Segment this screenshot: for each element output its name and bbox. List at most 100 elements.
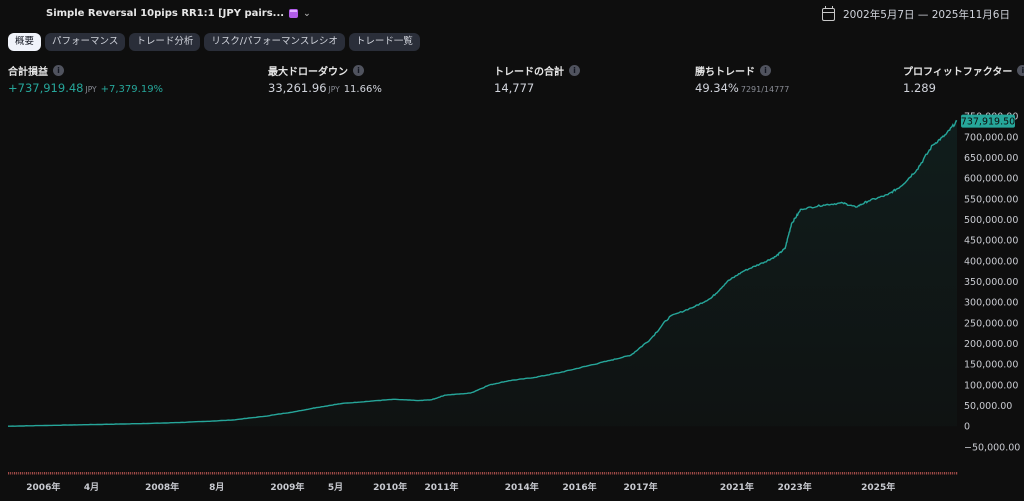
drawdown-bar — [54, 472, 56, 475]
drawdown-bar — [108, 472, 110, 475]
info-icon[interactable]: i — [353, 65, 364, 76]
drawdown-bar — [818, 472, 820, 475]
drawdown-bar — [324, 472, 326, 475]
drawdown-bar — [20, 472, 22, 475]
drawdown-bar — [462, 472, 464, 475]
drawdown-bar — [60, 472, 62, 475]
drawdown-bar — [842, 472, 844, 475]
drawdown-bar — [834, 472, 836, 475]
drawdown-bar — [26, 472, 28, 475]
drawdown-bar — [520, 472, 522, 475]
drawdown-bar — [816, 472, 818, 475]
drawdown-bar — [212, 472, 214, 475]
drawdown-bar — [804, 472, 806, 475]
tab-trade-analysis[interactable]: トレード分析 — [129, 33, 201, 51]
drawdown-bar — [522, 472, 524, 475]
drawdown-bar — [754, 472, 756, 475]
x-tick-label: 2014年 — [505, 481, 539, 493]
info-icon[interactable]: i — [53, 65, 64, 76]
drawdown-bar — [478, 472, 480, 475]
drawdown-bar — [800, 472, 802, 475]
drawdown-bar — [704, 472, 706, 475]
drawdown-bar — [584, 472, 586, 475]
y-tick-label: 200,000.00 — [964, 339, 1018, 350]
drawdown-bar — [226, 472, 228, 475]
drawdown-bar — [678, 472, 680, 475]
drawdown-bar — [122, 472, 124, 475]
drawdown-bar — [252, 472, 254, 475]
drawdown-bar — [76, 472, 78, 475]
drawdown-bar — [32, 472, 34, 475]
drawdown-bar — [466, 472, 468, 475]
drawdown-bar — [786, 472, 788, 475]
drawdown-bar — [710, 472, 712, 475]
equity-chart[interactable]: 750,000.00700,000.00650,000.00600,000.00… — [0, 104, 1024, 501]
drawdown-bar — [882, 472, 884, 475]
drawdown-bar — [338, 472, 340, 475]
date-range-selector[interactable]: 2002年5月7日 — 2025年11月6日 — [821, 6, 1010, 22]
drawdown-bar — [864, 472, 866, 475]
drawdown-bar — [456, 472, 458, 475]
drawdown-bar — [544, 472, 546, 475]
drawdown-bar — [414, 472, 416, 475]
drawdown-bar — [190, 472, 192, 475]
drawdown-bar — [446, 472, 448, 475]
drawdown-bar — [334, 472, 336, 475]
drawdown-bar — [222, 472, 224, 475]
drawdown-bar — [554, 472, 556, 475]
drawdown-bar — [454, 472, 456, 475]
drawdown-bar — [950, 472, 952, 475]
tab-performance[interactable]: パフォーマンス — [45, 33, 126, 51]
drawdown-bar — [624, 472, 626, 475]
drawdown-bar — [928, 472, 930, 475]
drawdown-bar — [204, 472, 206, 475]
drawdown-bar — [732, 472, 734, 475]
drawdown-bar — [934, 472, 936, 475]
drawdown-bar — [750, 472, 752, 475]
drawdown-bar — [426, 472, 428, 475]
drawdown-bar — [512, 472, 514, 475]
drawdown-bar — [646, 472, 648, 475]
drawdown-bar — [468, 472, 470, 475]
max-drawdown-percent: 11.66% — [343, 84, 382, 95]
drawdown-bar — [352, 472, 354, 475]
drawdown-bar — [542, 472, 544, 475]
info-icon[interactable]: i — [569, 65, 580, 76]
drawdown-bar — [634, 472, 636, 475]
drawdown-bar — [898, 472, 900, 475]
drawdown-bar — [36, 472, 38, 475]
drawdown-bar — [680, 472, 682, 475]
metric-max-drawdown: 最大ドローダウン i 33,261.96 JPY 11.66% — [268, 63, 382, 95]
drawdown-bar — [538, 472, 540, 475]
y-tick-label: 350,000.00 — [964, 277, 1018, 288]
drawdown-bar — [286, 472, 288, 475]
drawdown-bar — [398, 472, 400, 475]
drawdown-bar — [906, 472, 908, 475]
x-tick-label: 2016年 — [563, 481, 597, 493]
drawdown-bar — [774, 472, 776, 475]
drawdown-bar — [862, 472, 864, 475]
drawdown-bar — [602, 472, 604, 475]
drawdown-bar — [610, 472, 612, 475]
drawdown-bar — [258, 472, 260, 475]
drawdown-bar — [100, 472, 102, 475]
drawdown-bar — [34, 472, 36, 475]
tab-overview[interactable]: 概要 — [8, 33, 42, 51]
drawdown-bar — [884, 472, 886, 475]
drawdown-bar — [914, 472, 916, 475]
drawdown-bar — [176, 472, 178, 475]
drawdown-bar — [52, 472, 54, 475]
tab-risk-ratios[interactable]: リスク/パフォーマンスレシオ — [204, 33, 345, 51]
drawdown-bar — [174, 472, 176, 475]
drawdown-bar — [658, 472, 660, 475]
drawdown-bar — [388, 472, 390, 475]
info-icon[interactable]: i — [1017, 65, 1024, 76]
drawdown-bar — [556, 472, 558, 475]
tab-trade-list[interactable]: トレード一覧 — [348, 33, 420, 51]
info-icon[interactable]: i — [760, 65, 771, 76]
drawdown-bar — [562, 472, 564, 475]
strategy-selector[interactable]: Simple Reversal 10pips RR1:1 [JPY pairs.… — [46, 8, 311, 19]
drawdown-bar — [564, 472, 566, 475]
drawdown-bar — [698, 472, 700, 475]
drawdown-bar — [480, 472, 482, 475]
